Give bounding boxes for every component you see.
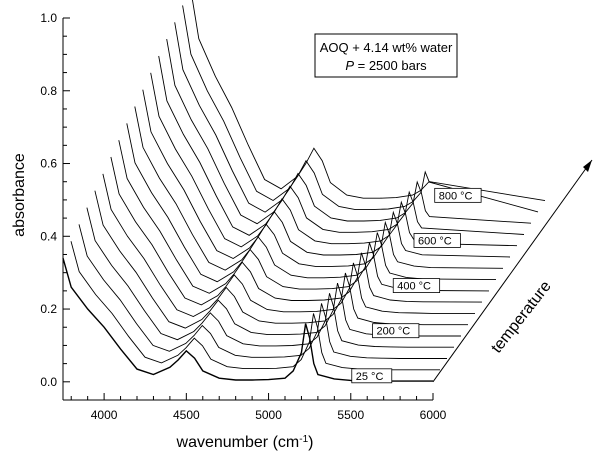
x-axis-label: wavenumber (cm-1): [176, 434, 314, 452]
temperature-label-box: [413, 233, 461, 248]
spectrum-curve: [86, 207, 454, 348]
temperature-axis-label: temperature: [488, 278, 555, 357]
spectrum-curve: [166, 39, 525, 235]
spectrum-curve: [192, 0, 546, 202]
y-tick-label: 0.6: [40, 157, 57, 171]
temperature-label-box: [392, 278, 441, 293]
y-tick-label: 0.2: [40, 302, 57, 316]
temperature-label-text: 800 °C: [439, 190, 473, 202]
x-tick-label: 5500: [337, 408, 364, 422]
y-tick-label: 1.0: [40, 11, 57, 25]
annotation-line1: AOQ + 4.14 wt% water: [320, 40, 453, 55]
spectrum-curve: [102, 173, 468, 326]
temperature-label: 600 °C: [413, 233, 461, 248]
temperature-label-box: [372, 323, 420, 339]
temperature-label-box: [434, 187, 482, 203]
spectrum-curve: [94, 190, 461, 337]
y-axis-label: absorbance: [11, 153, 28, 237]
annotation-line2: P = 2500 bars: [345, 58, 427, 73]
temperature-axis: 25 °C 200 °C 400 °C 600 °C 800 °C: [351, 159, 593, 384]
temperature-label: 400 °C: [392, 278, 441, 293]
spectrum-curve: [126, 123, 490, 292]
y-tick-label: 0.4: [40, 229, 57, 243]
x-tick-label: 5000: [255, 408, 282, 422]
temperature-label-text: 400 °C: [397, 281, 431, 293]
annotation-box: AOQ + 4.14 wt% water P = 2500 bars: [314, 33, 458, 78]
spectrum-curve: [142, 89, 504, 269]
x-tick-label: 4000: [91, 408, 118, 422]
spectrum-curve: [118, 140, 483, 303]
temperature-label-text: 200 °C: [377, 326, 411, 338]
plot-frame: 4000 4500 5000 5500 6000 0.0 0.2 0.4 0.6 0.8 1.0: [40, 11, 446, 422]
y-tick-label: 0.8: [40, 84, 57, 98]
temperature-label: 200 °C: [372, 323, 420, 339]
spectrum-curve: [110, 156, 475, 314]
temperature-axis-arrow: [583, 160, 592, 172]
spectrum-curve: [78, 224, 447, 359]
temperature-label: 25 °C: [351, 368, 393, 384]
x-tick-label: 4500: [173, 408, 200, 422]
x-tick-label: 6000: [420, 408, 447, 422]
spectrum-curve: [134, 106, 497, 281]
temperature-label-box: [351, 368, 393, 384]
curves: [62, 0, 546, 382]
temperature-label-text: 25 °C: [356, 371, 384, 383]
temperature-label: 800 °C: [434, 187, 482, 203]
spectrum-curve: [174, 22, 532, 224]
spectrum-curve: [182, 5, 539, 213]
temperature-axis-line: [432, 159, 593, 383]
y-tick-label: 0.0: [40, 375, 57, 389]
temperature-label-text: 600 °C: [418, 235, 452, 247]
